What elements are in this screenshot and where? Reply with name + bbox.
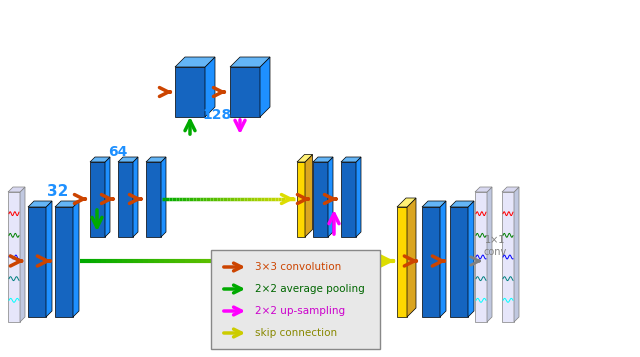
Text: 32: 32 [47, 184, 68, 199]
FancyBboxPatch shape [8, 192, 20, 322]
Polygon shape [46, 201, 52, 317]
FancyBboxPatch shape [502, 192, 514, 322]
FancyBboxPatch shape [475, 192, 487, 322]
Polygon shape [28, 207, 46, 317]
Polygon shape [313, 157, 333, 162]
Polygon shape [297, 155, 312, 162]
Polygon shape [105, 157, 110, 237]
Polygon shape [468, 201, 474, 317]
Polygon shape [161, 157, 166, 237]
Polygon shape [297, 162, 305, 237]
Text: 128: 128 [202, 108, 232, 122]
Polygon shape [407, 198, 416, 317]
Polygon shape [146, 162, 161, 237]
Text: 2×2 up-sampling: 2×2 up-sampling [255, 306, 345, 316]
Polygon shape [8, 187, 25, 192]
Polygon shape [175, 67, 205, 117]
Polygon shape [502, 187, 519, 192]
Polygon shape [118, 162, 133, 237]
Polygon shape [422, 207, 440, 317]
Polygon shape [55, 201, 79, 207]
Polygon shape [450, 201, 474, 207]
Polygon shape [55, 207, 73, 317]
Polygon shape [440, 201, 446, 317]
Text: 3×3 convolution: 3×3 convolution [255, 262, 341, 272]
Polygon shape [305, 155, 312, 237]
Polygon shape [205, 57, 215, 117]
FancyBboxPatch shape [211, 250, 380, 349]
Polygon shape [356, 157, 361, 237]
Polygon shape [475, 187, 492, 192]
Polygon shape [341, 157, 361, 162]
Polygon shape [90, 162, 105, 237]
Polygon shape [397, 207, 407, 317]
Polygon shape [422, 201, 446, 207]
Polygon shape [118, 157, 138, 162]
Polygon shape [146, 157, 166, 162]
Polygon shape [175, 57, 215, 67]
Polygon shape [90, 157, 110, 162]
Text: 2×2 average pooling: 2×2 average pooling [255, 284, 365, 294]
Polygon shape [397, 198, 416, 207]
Polygon shape [73, 201, 79, 317]
Polygon shape [313, 162, 328, 237]
Polygon shape [514, 187, 519, 322]
Text: 1×1
conv: 1×1 conv [483, 235, 507, 257]
Polygon shape [450, 207, 468, 317]
Text: 64: 64 [108, 145, 128, 159]
Polygon shape [20, 187, 25, 322]
Polygon shape [260, 57, 270, 117]
Polygon shape [230, 57, 270, 67]
Polygon shape [28, 201, 52, 207]
Polygon shape [133, 157, 138, 237]
Polygon shape [328, 157, 333, 237]
Text: skip connection: skip connection [255, 328, 337, 338]
Polygon shape [487, 187, 492, 322]
Polygon shape [341, 162, 356, 237]
Polygon shape [230, 67, 260, 117]
